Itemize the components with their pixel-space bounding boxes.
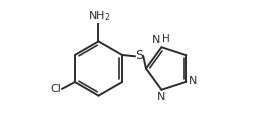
Text: N: N: [189, 76, 197, 86]
Text: Cl: Cl: [50, 84, 61, 94]
Text: NH$_2$: NH$_2$: [88, 9, 110, 23]
Text: N: N: [157, 92, 166, 102]
Text: S: S: [135, 49, 143, 62]
Text: H: H: [163, 34, 170, 44]
Text: N: N: [152, 35, 161, 45]
